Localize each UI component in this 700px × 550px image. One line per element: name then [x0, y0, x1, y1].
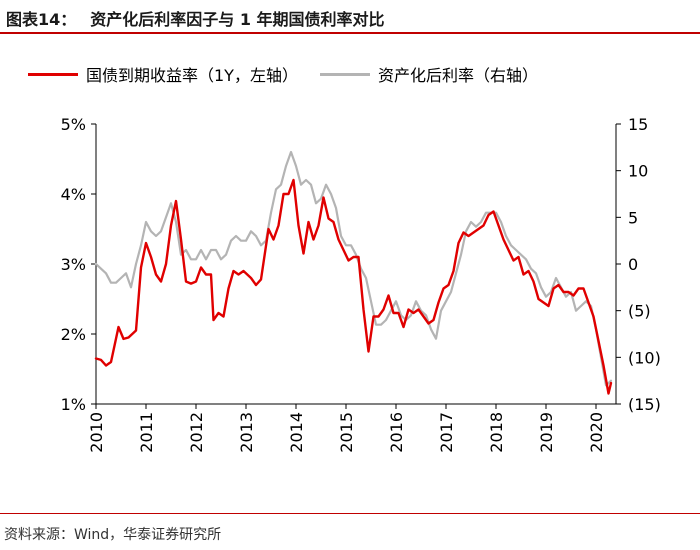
y-right-tick-label: 5 [628, 208, 638, 227]
x-tick-label: 2011 [137, 412, 156, 453]
legend-label-asset-rate: 资产化后利率（右轴） [377, 66, 538, 85]
figure-title: 图表14： 资产化后利率因子与 1 年期国债利率对比 [6, 6, 385, 30]
y-left-tick-label: 2% [61, 325, 86, 344]
chart-legend: 国债到期收益率（1Y，左轴） 资产化后利率（右轴） [28, 62, 538, 86]
y-left-tick-label: 3% [61, 255, 86, 274]
chart-series [94, 150, 613, 395]
legend-swatch-bond-yield [28, 72, 78, 76]
x-tick-label: 2015 [337, 412, 356, 453]
x-tick-label: 2012 [187, 412, 206, 453]
source-note: 资料来源：Wind，华泰证券研究所 [4, 527, 222, 543]
y-left-tick-label: 1% [61, 395, 86, 414]
legend-item-bond-yield: 国债到期收益率（1Y，左轴） [28, 62, 298, 86]
y-right-tick-label: (5) [628, 302, 651, 321]
x-tick-label: 2020 [587, 412, 606, 453]
legend-label-bond-yield: 国债到期收益率（1Y，左轴） [86, 66, 298, 85]
y-right-tick-label: 15 [628, 115, 648, 134]
title-divider [0, 32, 700, 34]
y-right-tick-label: (15) [628, 395, 661, 414]
x-tick-label: 2019 [537, 412, 556, 453]
series-line-asset-rate [94, 150, 613, 387]
x-tick-label: 2014 [287, 412, 306, 453]
figure-title-text: 资产化后利率因子与 1 年期国债利率对比 [90, 10, 385, 29]
legend-swatch-asset-rate [319, 72, 370, 76]
y-left-tick-label: 5% [61, 115, 86, 134]
y-right-tick-label: (10) [628, 348, 661, 367]
x-tick-label: 2016 [387, 412, 406, 453]
x-tick-label: 2018 [487, 412, 506, 453]
footer-divider [0, 513, 700, 514]
y-left-tick-label: 4% [61, 185, 86, 204]
figure-number: 图表14： [6, 10, 77, 29]
x-tick-label: 2017 [437, 412, 456, 453]
y-right-tick-label: 10 [628, 162, 648, 181]
legend-item-asset-rate: 资产化后利率（右轴） [319, 62, 538, 86]
series-line-bond-yield [94, 178, 613, 395]
y-right-tick-label: 0 [628, 255, 638, 274]
x-tick-label: 2010 [87, 412, 106, 453]
x-tick-label: 2013 [237, 412, 256, 453]
chart-axes: 1% 2% 3% 4% 5% (15) (10) (5) 0 5 10 15 2010 2011 2012 2… [61, 115, 661, 453]
